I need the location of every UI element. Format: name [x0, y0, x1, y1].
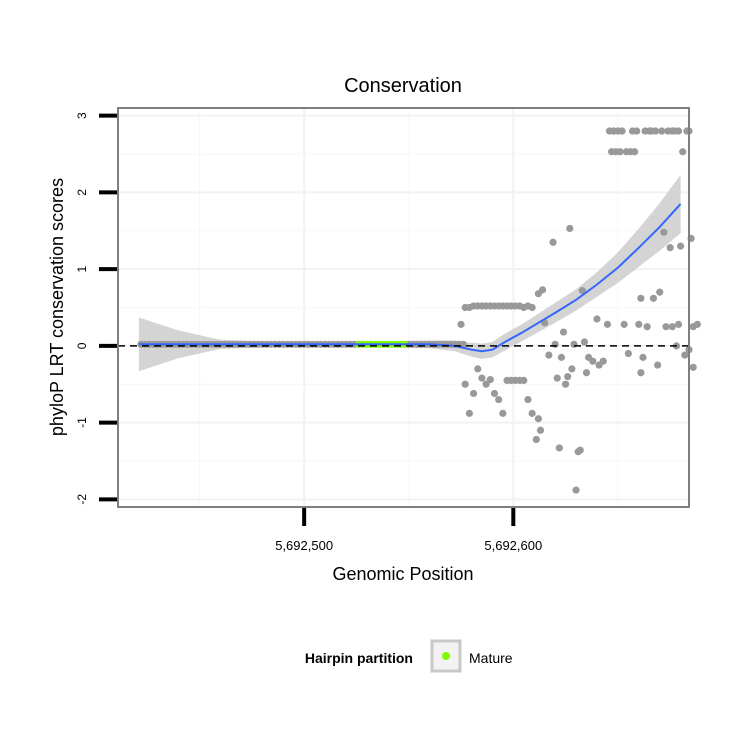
plot-border: [117, 107, 690, 508]
y-tick-label: -1: [75, 417, 89, 428]
data-point: [568, 365, 576, 373]
data-point: [490, 389, 499, 398]
data-point: [561, 380, 570, 388]
data-point: [637, 369, 645, 377]
data-point: [582, 369, 591, 377]
y-tick-label: 0: [75, 342, 89, 349]
data-point: [654, 361, 662, 369]
data-point: [559, 328, 568, 336]
data-point: [635, 320, 643, 328]
data-point: [469, 389, 478, 398]
data-point: [666, 244, 674, 252]
data-point: [674, 320, 683, 328]
data-point: [553, 374, 561, 382]
data-point: [677, 242, 685, 250]
data-point: [599, 357, 607, 365]
data-point: [620, 320, 628, 328]
data-point: [459, 340, 467, 348]
data-point: [603, 320, 612, 328]
data-point: [536, 426, 545, 434]
x-tick-label: 5,692,500: [275, 538, 333, 553]
data-point: [637, 294, 645, 302]
data-point: [520, 376, 528, 384]
data-point: [551, 340, 559, 348]
data-point: [580, 338, 589, 346]
data-point: [668, 323, 676, 331]
legend-key-mature-dot: [442, 652, 450, 660]
data-point: [557, 353, 566, 361]
data-point: [578, 287, 586, 295]
data-point: [674, 127, 683, 135]
data-point: [633, 127, 641, 135]
data-point: [679, 148, 687, 156]
data-point: [555, 444, 563, 452]
x-axis-title: Genomic Position: [332, 564, 473, 584]
data-point: [499, 409, 507, 417]
plot-area: -2 -1 0 1 2 3 5,692,500 5,692,600: [75, 107, 701, 553]
data-point: [545, 351, 553, 359]
y-tick-label: -2: [75, 494, 89, 505]
y-tick-label: 1: [75, 265, 89, 272]
data-point: [457, 320, 465, 328]
legend-key-box: [430, 639, 462, 673]
data-point: [461, 380, 469, 388]
data-point: [572, 486, 580, 494]
data-point: [566, 224, 574, 233]
data-point: [474, 365, 482, 373]
legend-title: Hairpin partition: [305, 650, 413, 666]
data-point: [616, 148, 624, 156]
legend-label-mature: Mature: [469, 650, 513, 666]
data-point: [532, 435, 540, 444]
legend: Hairpin partition Mature: [305, 639, 513, 673]
x-tick-label: 5,692,600: [484, 538, 542, 553]
y-tick-label: 3: [75, 112, 89, 119]
data-point: [643, 323, 651, 331]
data-point: [624, 349, 632, 358]
data-point: [658, 127, 666, 135]
data-point: [656, 288, 664, 296]
data-point: [681, 351, 689, 359]
data-point: [593, 315, 601, 323]
data-point: [495, 395, 503, 404]
data-point: [639, 353, 647, 361]
data-point: [534, 415, 543, 423]
data-point: [631, 148, 639, 156]
data-point: [618, 127, 626, 135]
data-point: [528, 409, 536, 417]
data-point: [482, 380, 490, 388]
data-point: [465, 409, 473, 417]
data-point: [564, 372, 572, 381]
data-point: [662, 323, 670, 331]
data-point: [693, 320, 701, 328]
data-point: [651, 127, 660, 135]
chart-title: Conservation: [344, 75, 462, 97]
data-point: [478, 374, 486, 382]
y-axis-title: phyloP LRT conservation scores: [47, 178, 67, 436]
smooth-trend-line: [138, 203, 682, 353]
data-point: [589, 357, 597, 365]
data-point: [689, 363, 697, 371]
y-tick-label: 2: [75, 189, 89, 196]
data-point: [486, 376, 494, 384]
data-point: [528, 303, 536, 312]
data-point: [538, 286, 547, 294]
data-point: [570, 340, 578, 348]
data-point: [660, 228, 668, 236]
data-point: [649, 294, 658, 302]
data-point: [576, 446, 584, 454]
data-point: [524, 395, 532, 404]
data-point: [549, 238, 557, 246]
